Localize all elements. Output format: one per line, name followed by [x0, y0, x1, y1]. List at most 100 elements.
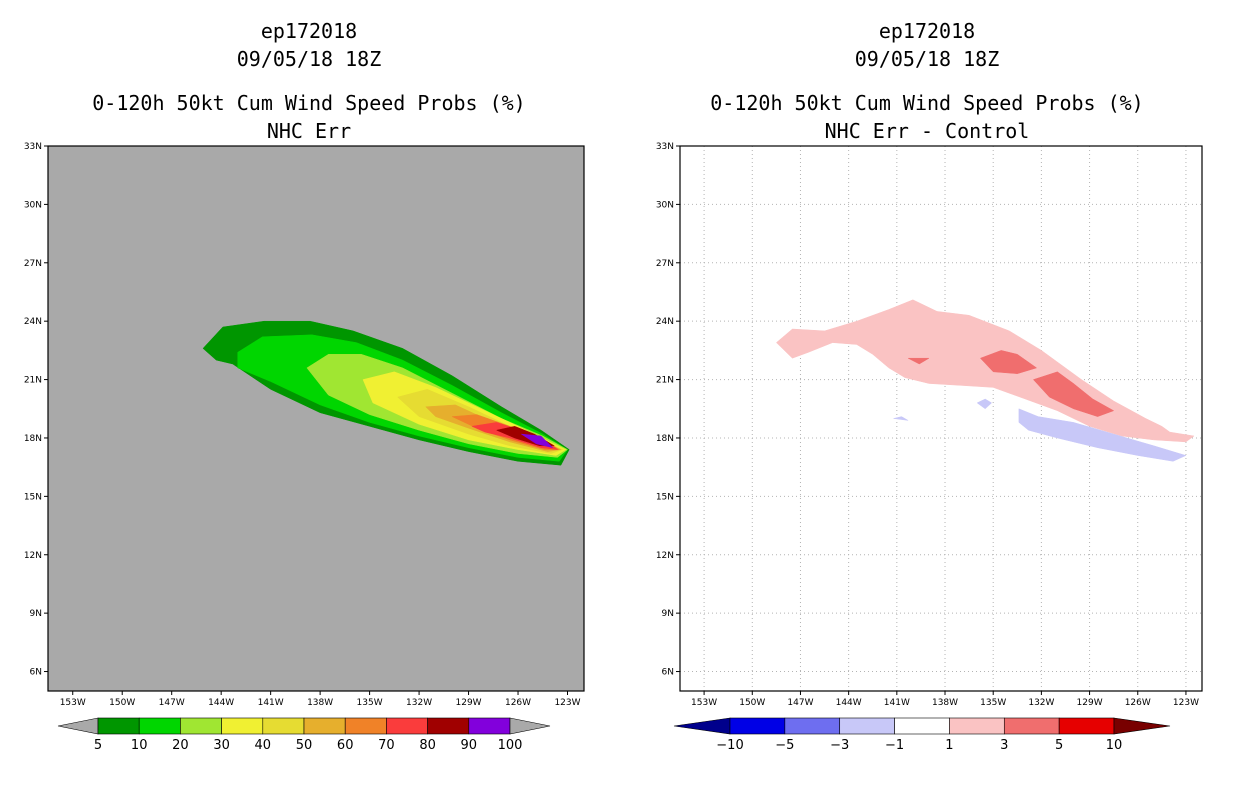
panel-subtitle: NHC Err — [266, 119, 352, 143]
lat-tick-label: 15N — [656, 492, 674, 502]
lat-tick-label: 30N — [656, 200, 674, 210]
storm-id-title: ep172018 — [878, 19, 976, 43]
lat-tick-label: 21N — [24, 376, 42, 386]
colorbar-level-label: 50 — [296, 738, 313, 753]
lat-tick-label: 21N — [656, 376, 674, 386]
lat-tick-label: 9N — [662, 609, 674, 619]
lat-tick-label: 18N — [656, 434, 674, 444]
colorbar-over-arrow — [1113, 717, 1171, 735]
product-title: 0-120h 50kt Cum Wind Speed Probs (%) — [92, 91, 526, 115]
lon-tick-label: 147W — [787, 698, 813, 708]
lon-tick-label: 141W — [884, 698, 910, 708]
colorbar-swatch — [468, 717, 511, 735]
panel-subtitle: NHC Err - Control — [824, 119, 1030, 143]
lon-tick-label: 123W — [554, 698, 580, 708]
lon-tick-label: 144W — [208, 698, 234, 708]
lat-tick-label: 33N — [24, 142, 42, 152]
colorbar-swatch — [344, 717, 387, 735]
lat-tick-label: 15N — [24, 492, 42, 502]
panel-nhc-err-minus-control: ep172018 09/05/18 18Z 0-120h 50kt Cum Wi… — [618, 0, 1236, 800]
lat-tick-label: 6N — [662, 668, 674, 678]
contour-fill-neg1 — [976, 398, 993, 410]
forecast-time-title: 09/05/18 18Z — [854, 47, 1000, 71]
colorbar-level-label: 3 — [1000, 738, 1008, 753]
colorbar-swatch — [303, 717, 346, 735]
product-title: 0-120h 50kt Cum Wind Speed Probs (%) — [710, 91, 1144, 115]
lon-tick-label: 135W — [980, 698, 1006, 708]
colorbar-level-label: 60 — [337, 738, 354, 753]
colorbar-swatch — [386, 717, 428, 735]
lat-tick-label: 24N — [656, 317, 674, 327]
lat-tick-label: 27N — [24, 259, 42, 269]
lon-tick-label: 144W — [836, 698, 862, 708]
lon-tick-label: 153W — [60, 698, 86, 708]
lat-tick-label: 30N — [24, 200, 42, 210]
lat-tick-label: 27N — [656, 259, 674, 269]
contour-fill-neg1 — [893, 416, 909, 421]
colorbar-swatch — [97, 717, 140, 735]
lon-tick-label: 141W — [258, 698, 284, 708]
colorbar-swatch — [1003, 717, 1060, 735]
lon-tick-label: 135W — [357, 698, 383, 708]
lat-tick-label: 6N — [30, 668, 42, 678]
colorbar-swatch — [729, 717, 786, 735]
colorbar-swatch — [262, 717, 305, 735]
colorbar-swatch — [221, 717, 264, 735]
colorbar-swatch — [1058, 717, 1115, 735]
lon-tick-label: 138W — [932, 698, 958, 708]
contour-fill-neg1 — [1018, 408, 1187, 462]
contour-fill-3 — [1032, 371, 1115, 417]
colorbar-level-label: 80 — [419, 738, 436, 753]
lat-tick-label: 24N — [24, 317, 42, 327]
lon-tick-label: 147W — [159, 698, 185, 708]
forecast-time-title: 09/05/18 18Z — [236, 47, 382, 71]
colorbar-swatch — [427, 717, 470, 735]
colorbar-swatch — [784, 717, 841, 735]
contour-fill-3 — [907, 357, 930, 365]
contour-fill-90 — [521, 433, 554, 449]
colorbar-level-label: 90 — [461, 738, 478, 753]
lat-tick-label: 12N — [24, 551, 42, 561]
colorbar-level-label: −10 — [716, 738, 743, 753]
colorbar-level-label: 10 — [1106, 738, 1123, 753]
colorbar-level-label: 5 — [1055, 738, 1063, 753]
colorbar-swatch — [949, 717, 1005, 735]
lon-tick-label: 126W — [1125, 698, 1151, 708]
colorbar-swatch — [839, 717, 895, 735]
lat-tick-label: 18N — [24, 434, 42, 444]
colorbar-level-label: −1 — [885, 738, 904, 753]
lon-tick-label: 132W — [406, 698, 432, 708]
map-chart-right: 153W 150W 147W 144W 141W 138W 135W 132W 129W 126W… — [656, 142, 1203, 753]
map-frame — [679, 145, 1203, 692]
colorbar-level-label: −5 — [775, 738, 794, 753]
lon-tick-label: 126W — [505, 698, 531, 708]
lat-tick-label: 12N — [656, 551, 674, 561]
colorbar-level-label: 20 — [172, 738, 189, 753]
colorbar-level-label: 30 — [213, 738, 230, 753]
colorbar-swatch — [138, 717, 181, 735]
colorbar-swatch — [180, 717, 222, 735]
map-chart-left: 153W 150W 147W 144W 141W 138W 135W 132W 129W 126W… — [24, 142, 585, 753]
lon-tick-label: 129W — [1077, 698, 1103, 708]
lon-tick-label: 138W — [307, 698, 333, 708]
contour-fill-3 — [979, 350, 1038, 374]
lon-tick-label: 129W — [456, 698, 482, 708]
lon-tick-label: 150W — [739, 698, 765, 708]
colorbar-over-arrow — [509, 717, 551, 735]
lat-tick-label: 9N — [30, 609, 42, 619]
colorbar-level-label: −3 — [830, 738, 849, 753]
colorbar-level-label: 10 — [131, 738, 148, 753]
lat-tick-label: 33N — [656, 142, 674, 152]
colorbar-level-label: 5 — [94, 738, 102, 753]
storm-id-title: ep172018 — [260, 19, 358, 43]
lon-tick-label: 153W — [691, 698, 717, 708]
colorbar-under-arrow — [673, 717, 731, 735]
colorbar-under-arrow — [57, 717, 99, 735]
colorbar-swatch — [894, 717, 950, 735]
lon-tick-label: 132W — [1028, 698, 1054, 708]
lon-tick-label: 123W — [1173, 698, 1199, 708]
colorbar-level-label: 100 — [498, 738, 523, 753]
colorbar-level-label: 70 — [378, 738, 395, 753]
colorbar-level-label: 40 — [255, 738, 272, 753]
lon-tick-label: 150W — [109, 698, 135, 708]
